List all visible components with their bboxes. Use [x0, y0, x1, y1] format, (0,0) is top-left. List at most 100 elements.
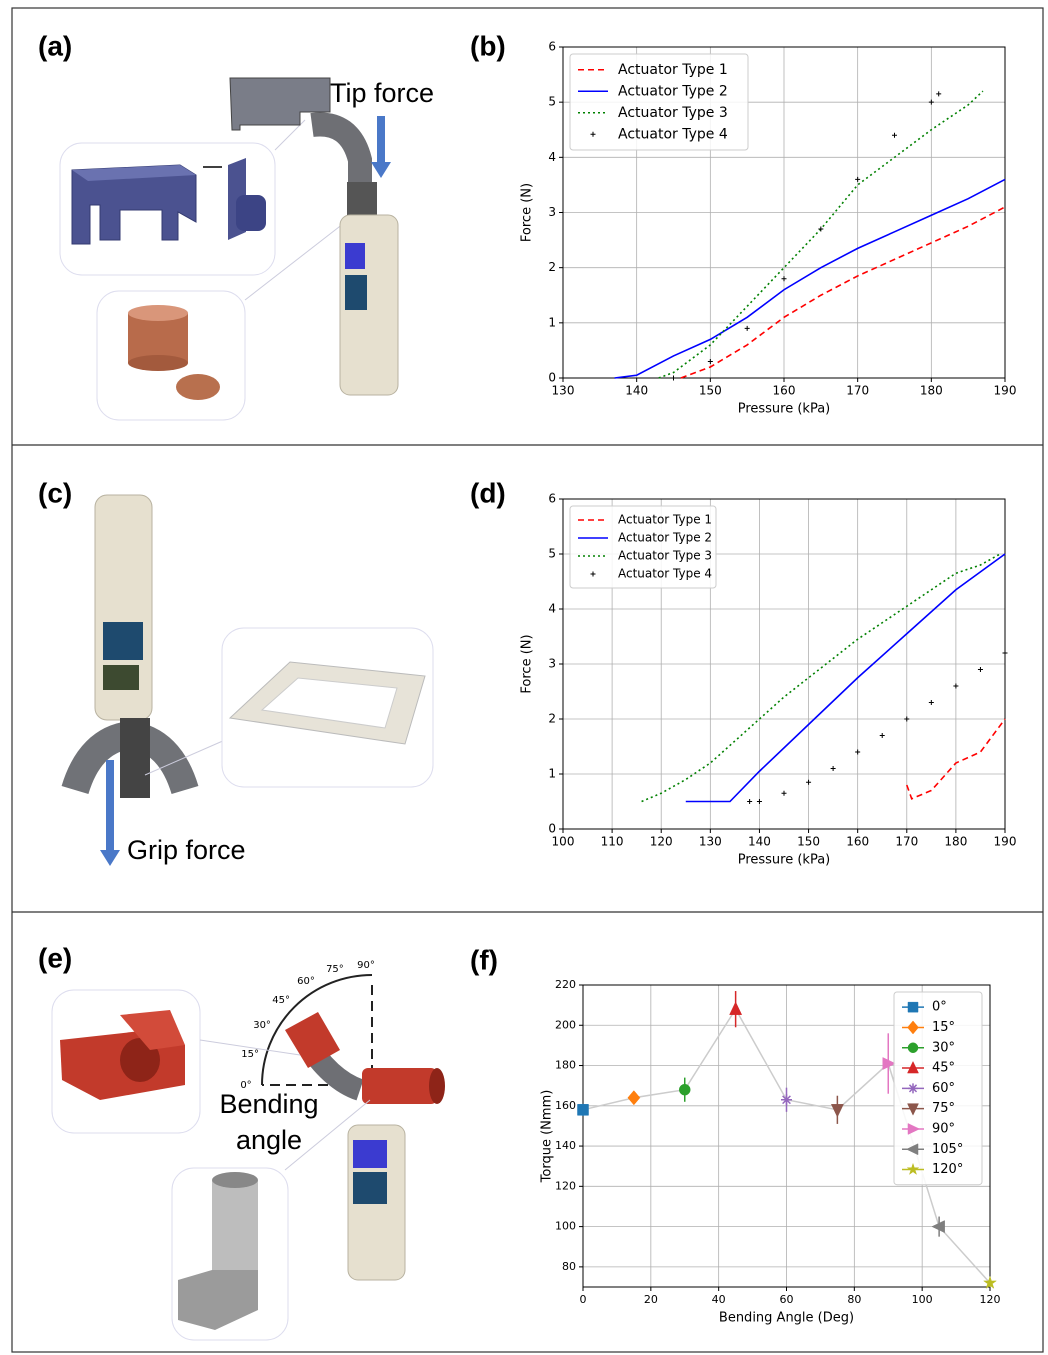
y-tick-label: 100 — [555, 1220, 576, 1233]
x-tick-label: 130 — [699, 835, 722, 849]
hook — [120, 718, 150, 798]
x-tick-label: 190 — [994, 384, 1017, 398]
panel-label: (b) — [470, 30, 506, 61]
angle-label: 90° — [357, 960, 375, 971]
legend-label: Actuator Type 1 — [618, 62, 728, 78]
y-tick-label: 140 — [555, 1139, 576, 1152]
bending-label: Bending — [219, 1089, 318, 1119]
data-point — [679, 1084, 690, 1095]
y-tick-label: 3 — [548, 205, 556, 219]
illustration-e: Bending angle — [52, 975, 445, 1340]
y-tick-label: 0 — [548, 371, 556, 385]
panel-label: (d) — [470, 477, 506, 508]
copper-disk — [176, 374, 220, 400]
x-tick-label: 190 — [994, 835, 1017, 849]
x-tick-label: 170 — [846, 384, 869, 398]
angle-label: 60° — [297, 976, 315, 987]
illustration-a: Tip force — [60, 78, 434, 420]
data-point — [781, 1094, 792, 1105]
legend-label: Actuator Type 2 — [618, 83, 728, 99]
adapter — [347, 182, 377, 217]
x-tick-label: 80 — [847, 1293, 861, 1306]
legend-marker — [908, 1083, 918, 1093]
y-tick-label: 5 — [548, 547, 556, 561]
legend-label: 30° — [932, 1040, 955, 1055]
metal-tube — [212, 1180, 258, 1275]
tube — [312, 124, 360, 185]
legend-label: 75° — [932, 1101, 955, 1116]
x-tick-label: 40 — [712, 1293, 726, 1306]
y-tick-label: 2 — [548, 712, 556, 726]
x-tick-label: 120 — [980, 1293, 1001, 1306]
x-tick-label: 180 — [920, 384, 943, 398]
x-tick-label: 100 — [552, 835, 575, 849]
x-tick-label: 0 — [580, 1293, 587, 1306]
legend-label: Actuator Type 3 — [618, 549, 712, 563]
data-point — [578, 1104, 589, 1115]
legend-label: 120° — [932, 1162, 963, 1177]
angle-label: 15° — [241, 1049, 259, 1060]
x-tick-label: 120 — [650, 835, 673, 849]
x-tick-label: 60 — [780, 1293, 794, 1306]
keypad — [353, 1172, 387, 1204]
y-tick-label: 160 — [555, 1099, 576, 1112]
legend-label: 60° — [932, 1081, 955, 1096]
copper-ring-top — [128, 305, 188, 321]
figure: Tip force Grip force B — [0, 0, 1048, 1355]
legend-marker — [908, 1043, 918, 1053]
y-axis-label: Force (N) — [520, 183, 535, 242]
legend-label: 15° — [932, 1020, 955, 1035]
y-tick-label: 0 — [548, 822, 556, 836]
panel-label: (c) — [38, 477, 72, 508]
illustration-c: Grip force — [75, 495, 433, 866]
legend-label: 45° — [932, 1061, 955, 1076]
x-tick-label: 170 — [895, 835, 918, 849]
display — [353, 1140, 387, 1168]
x-tick-label: 180 — [944, 835, 967, 849]
red-holder — [362, 1068, 437, 1104]
y-axis-label: Torque (Nmm) — [540, 1090, 555, 1184]
y-tick-label: 220 — [555, 978, 576, 991]
x-tick-label: 160 — [773, 384, 796, 398]
y-tick-label: 1 — [548, 315, 556, 329]
y-tick-label: 1 — [548, 767, 556, 781]
y-tick-label: 80 — [562, 1260, 576, 1273]
display — [103, 665, 139, 690]
y-tick-label: 4 — [548, 150, 556, 164]
y-tick-label: 6 — [548, 40, 556, 54]
panel-label: (a) — [38, 30, 72, 61]
y-tick-label: 5 — [548, 95, 556, 109]
legend-label: 0° — [932, 1000, 947, 1015]
display — [345, 243, 365, 269]
bending-label: angle — [236, 1125, 302, 1155]
keypad — [345, 275, 367, 310]
angle-label: 30° — [253, 1020, 271, 1031]
angle-label: 0° — [240, 1080, 251, 1091]
metal-tube-top — [212, 1172, 258, 1188]
x-tick-label: 130 — [552, 384, 575, 398]
x-axis-label: Pressure (kPa) — [738, 402, 831, 417]
x-tick-label: 160 — [846, 835, 869, 849]
copper-ring-bottom — [128, 355, 188, 371]
angle-label: 75° — [326, 964, 344, 975]
y-tick-label: 4 — [548, 602, 556, 616]
arrow — [377, 116, 385, 164]
legend-marker — [908, 1002, 918, 1012]
x-tick-label: 100 — [912, 1293, 933, 1306]
legend-label: 90° — [932, 1121, 955, 1136]
panel-label: (f) — [470, 944, 498, 975]
y-tick-label: 120 — [555, 1179, 576, 1192]
tip-force-label: Tip force — [330, 78, 434, 108]
legend-label: Actuator Type 4 — [618, 567, 712, 581]
red-holder-bore — [429, 1068, 445, 1104]
keypad — [103, 622, 143, 660]
y-tick-label: 6 — [548, 492, 556, 506]
x-tick-label: 150 — [797, 835, 820, 849]
x-tick-label: 140 — [625, 384, 648, 398]
legend-label: Actuator Type 4 — [618, 126, 728, 142]
legend-label: 105° — [932, 1142, 963, 1157]
angle-label: 45° — [272, 995, 290, 1006]
